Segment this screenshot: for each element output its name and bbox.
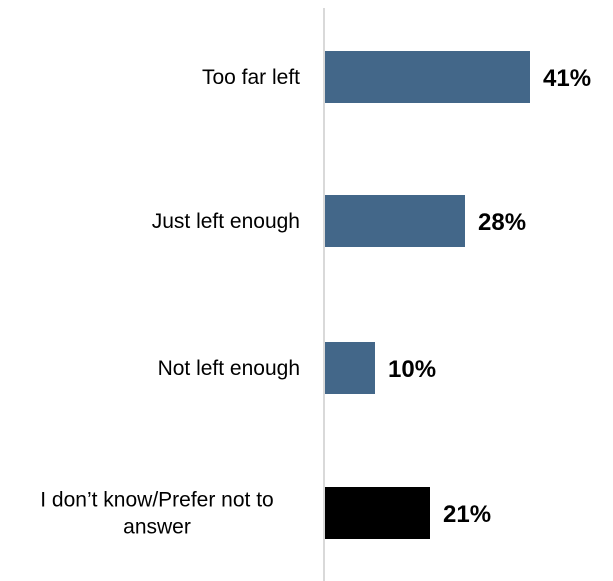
category-label-1: Just left enough [152, 210, 300, 233]
bars-group [325, 51, 530, 539]
value-labels-group: 41% 28% 10% 21% [388, 65, 591, 528]
category-label-2: Not left enough [158, 357, 300, 380]
bar-0 [325, 51, 530, 103]
value-label-0: 41% [543, 65, 591, 92]
bar-1 [325, 195, 465, 247]
value-label-3: 21% [443, 501, 491, 528]
category-label-0: Too far left [202, 66, 300, 89]
category-label-3-line-1: answer [123, 516, 191, 539]
value-label-2: 10% [388, 356, 436, 383]
category-labels-group: Too far left Just left enough Not left eno… [40, 66, 300, 539]
value-label-1: 28% [478, 209, 526, 236]
category-label-3-line-0: I don’t know/Prefer not to [40, 489, 273, 512]
bar-3 [325, 487, 430, 539]
bar-2 [325, 342, 375, 394]
